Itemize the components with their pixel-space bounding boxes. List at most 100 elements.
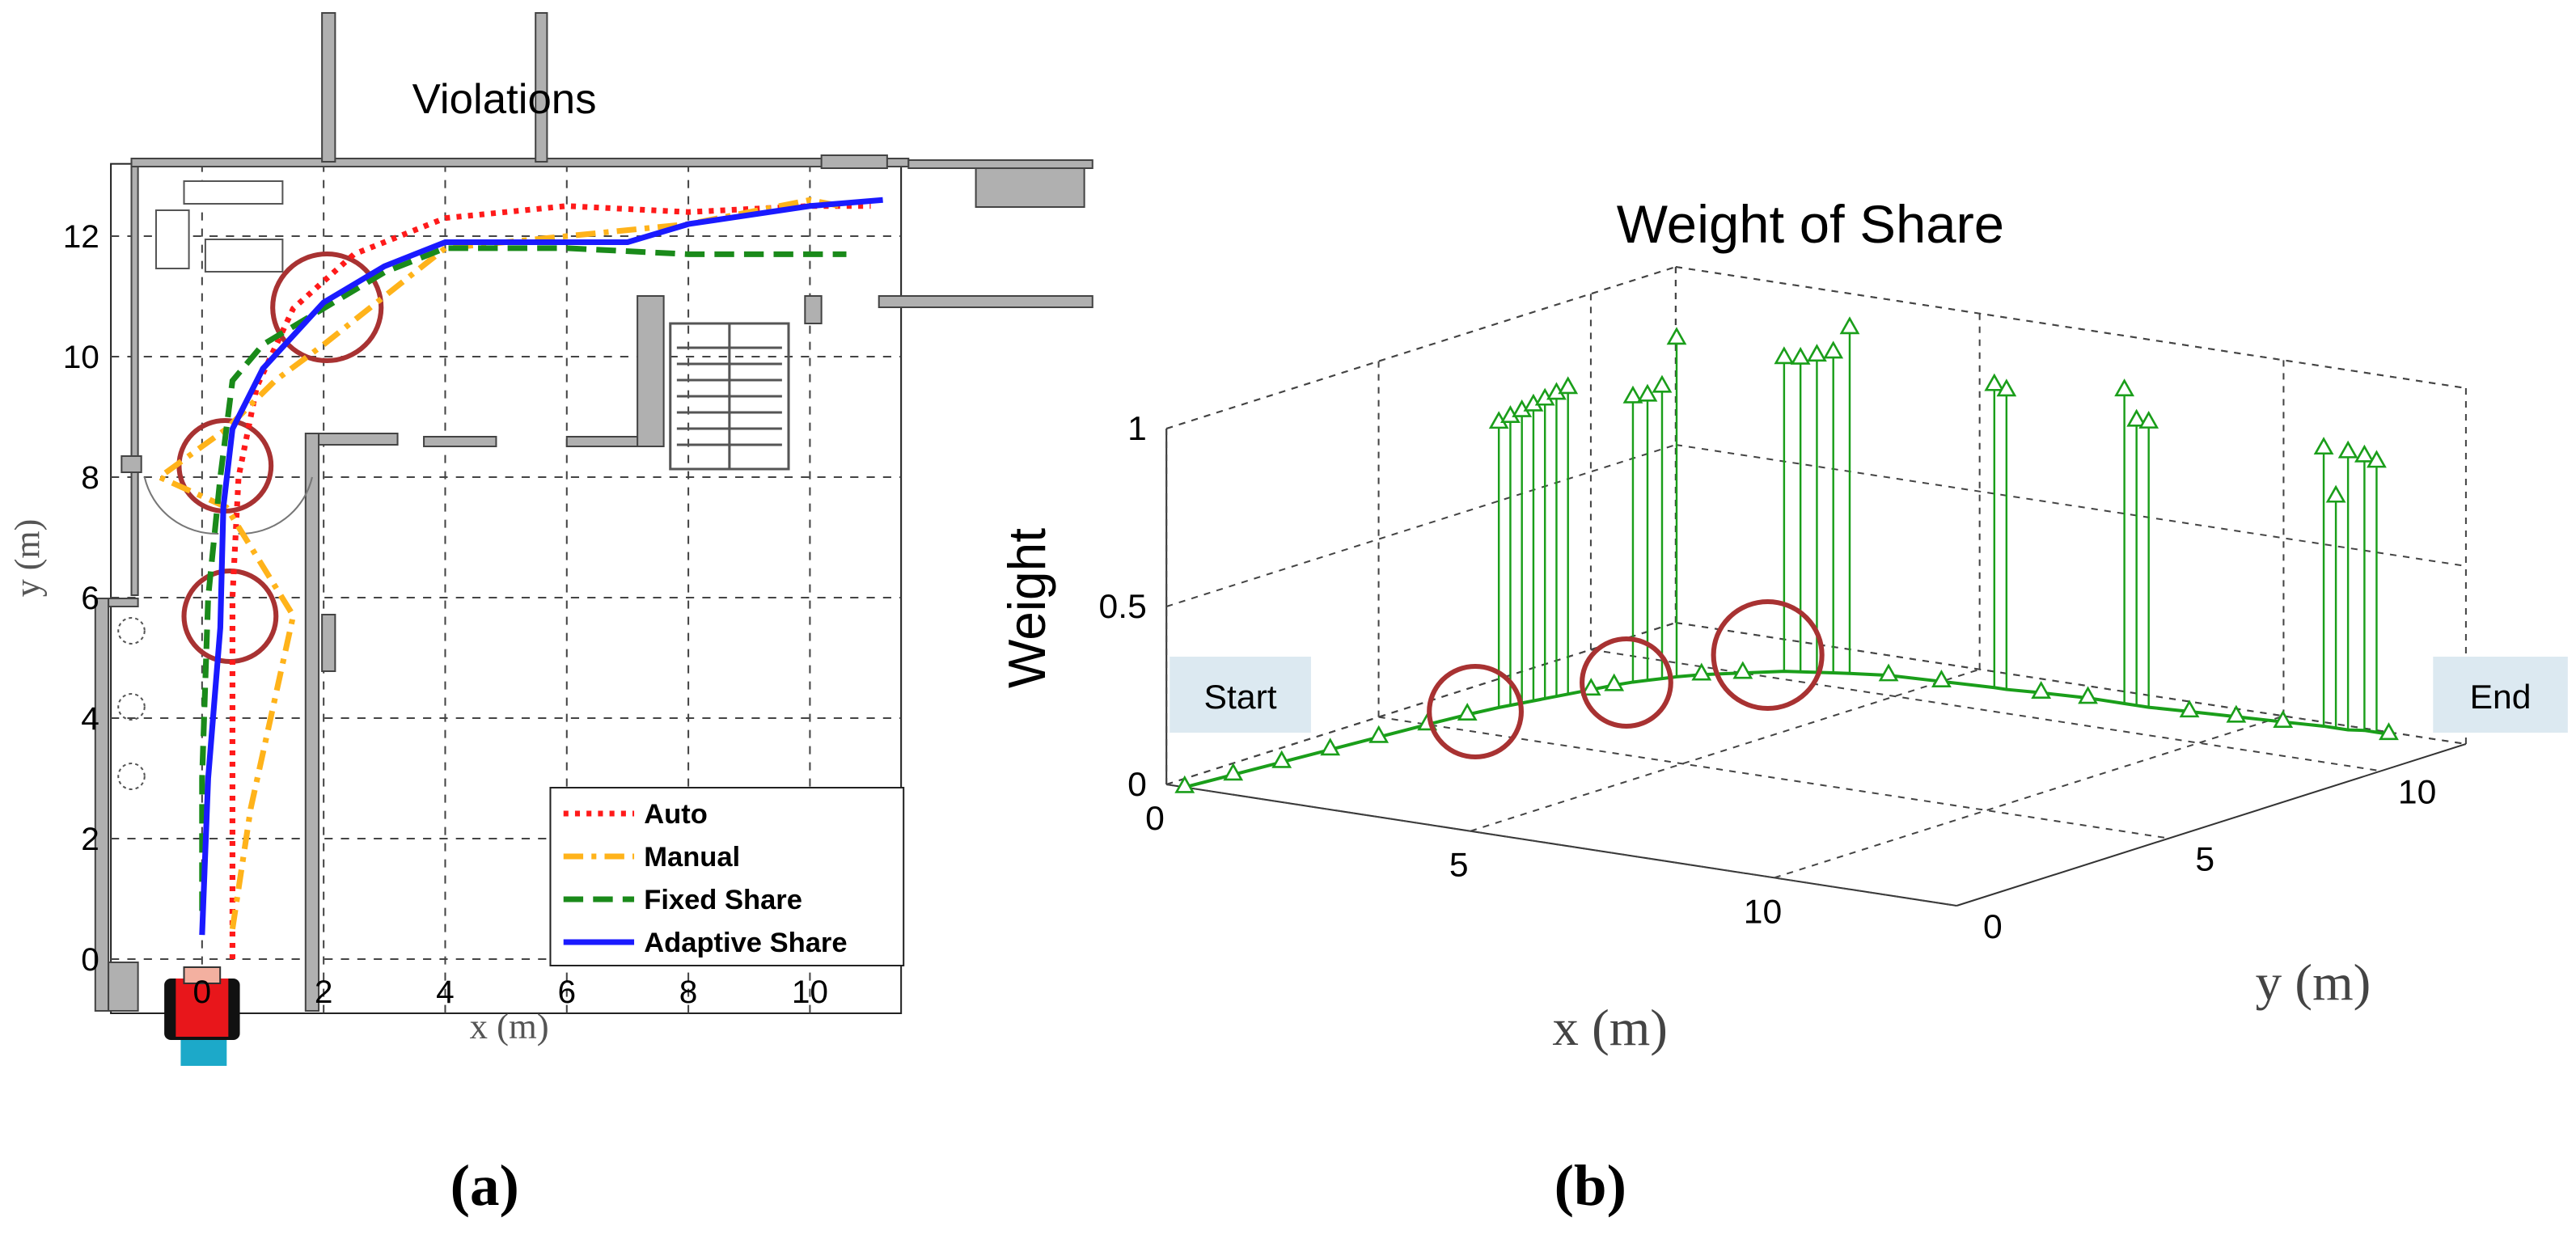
chart-title: Violations <box>412 76 597 123</box>
x-axis-label: x (m) <box>1552 999 1668 1055</box>
stem-marker <box>2273 710 2294 728</box>
axis-line <box>1956 743 2467 907</box>
x-tick-label: 6 <box>557 974 576 1010</box>
grid-line <box>1165 444 1677 607</box>
stem-marker <box>2179 700 2200 718</box>
y-tick-label: 4 <box>81 700 99 737</box>
y-tick-label: 2 <box>81 821 99 857</box>
stem-marker <box>2367 450 2387 468</box>
stem-marker <box>1878 663 1899 682</box>
x-tick-label: 4 <box>436 974 455 1010</box>
legend: Auto Manual Fixed Share Adaptive Share <box>549 787 905 966</box>
y-tick-label: 6 <box>81 580 99 616</box>
stem-marker <box>1622 385 1643 404</box>
stem-marker <box>2379 722 2399 741</box>
annotation: End <box>2470 678 2532 716</box>
y-tick-label: 10 <box>2398 773 2436 811</box>
stem-marker <box>2226 704 2247 723</box>
stem-marker <box>1996 378 2017 397</box>
stem-marker <box>1774 346 1795 365</box>
stem-marker <box>1807 344 1827 362</box>
x-tick-label: 10 <box>1744 893 1782 931</box>
stem-marker <box>1558 376 1579 395</box>
trajectory-line <box>154 197 841 930</box>
legend-label: Manual <box>644 842 740 873</box>
stem-marker <box>2337 440 2358 459</box>
legend-label: Auto <box>644 799 708 830</box>
legend-box <box>549 787 905 966</box>
stem-marker <box>1732 661 1753 679</box>
stem-marker <box>1271 750 1292 768</box>
violation-marker <box>1427 664 1524 759</box>
grid-line <box>1774 715 2284 879</box>
stem-marker <box>1604 673 1625 691</box>
legend-label: Fixed Share <box>644 885 802 915</box>
grid-line <box>1675 444 2467 567</box>
grid-line <box>1675 622 2467 745</box>
z-axis-label: Weight <box>997 528 1056 688</box>
x-tick-label: 2 <box>315 974 333 1010</box>
stem-marker <box>2126 408 2147 427</box>
caption: (a) <box>450 1153 519 1218</box>
stem-marker <box>2354 444 2375 463</box>
annotation-box <box>2433 657 2568 733</box>
z-tick-label: 0.5 <box>1099 587 1147 625</box>
x-tick-label: 5 <box>1449 846 1469 884</box>
grid-line <box>1166 784 1957 907</box>
stem-marker <box>2114 378 2135 397</box>
stem-marker <box>2031 680 2052 699</box>
y-tick-label: 0 <box>1983 907 2003 945</box>
legend-label: Adaptive Share <box>644 928 847 958</box>
grid-line <box>1165 266 1677 429</box>
stem-marker <box>1580 678 1601 696</box>
violation-marker <box>1711 599 1825 711</box>
x-tick-label: 0 <box>193 974 212 1010</box>
trajectory-line <box>229 203 871 959</box>
violation-marker <box>1580 636 1673 729</box>
x-tick-label: 0 <box>1145 799 1165 837</box>
y-tick-label: 10 <box>63 339 99 375</box>
chart-title: Weight of Share <box>1617 195 2004 254</box>
y-tick-label: 12 <box>63 218 99 255</box>
y-axis-label: y (m) <box>6 519 47 597</box>
stem-marker <box>1637 383 1658 402</box>
grid-line <box>1165 622 1677 785</box>
stem-marker <box>1823 340 1844 359</box>
caption: (b) <box>1554 1153 1626 1218</box>
stem-marker <box>2325 484 2346 503</box>
stem-marker <box>1320 738 1341 756</box>
y-axis-label: y (m) <box>2256 953 2371 1010</box>
stem-marker <box>1984 373 2005 391</box>
annotation-box <box>1170 657 1311 733</box>
grid-line <box>1675 266 2467 389</box>
stem-marker <box>1666 327 1687 345</box>
stem-marker <box>1691 662 1712 681</box>
z-tick-label: 1 <box>1127 409 1147 447</box>
trajectory-line <box>199 197 883 936</box>
stem-marker <box>1790 346 1811 365</box>
x-tick-label: 10 <box>792 974 828 1010</box>
stem-marker <box>1457 703 1478 721</box>
stem-marker <box>1931 670 1952 687</box>
grid-line <box>1470 668 1980 832</box>
stem-marker <box>2078 686 2098 704</box>
x-axis-label: x (m) <box>470 1006 549 1046</box>
stem-marker <box>2313 437 2334 455</box>
x-tick-label: 8 <box>679 974 698 1010</box>
y-tick-label: 0 <box>81 941 99 978</box>
stem-marker <box>1223 763 1244 781</box>
stem-marker <box>1652 374 1673 393</box>
y-tick-label: 8 <box>81 459 99 496</box>
grid-line <box>1590 649 2382 772</box>
stem-marker <box>1174 775 1195 793</box>
trajectory-line <box>199 245 847 911</box>
z-tick-label: 0 <box>1127 765 1147 803</box>
stem-marker <box>2138 410 2159 429</box>
stem-marker <box>1368 725 1390 743</box>
annotation: Start <box>1204 678 1277 716</box>
y-tick-label: 5 <box>2195 840 2214 878</box>
floor-plan <box>94 12 1093 1066</box>
stem-marker <box>1839 316 1860 335</box>
